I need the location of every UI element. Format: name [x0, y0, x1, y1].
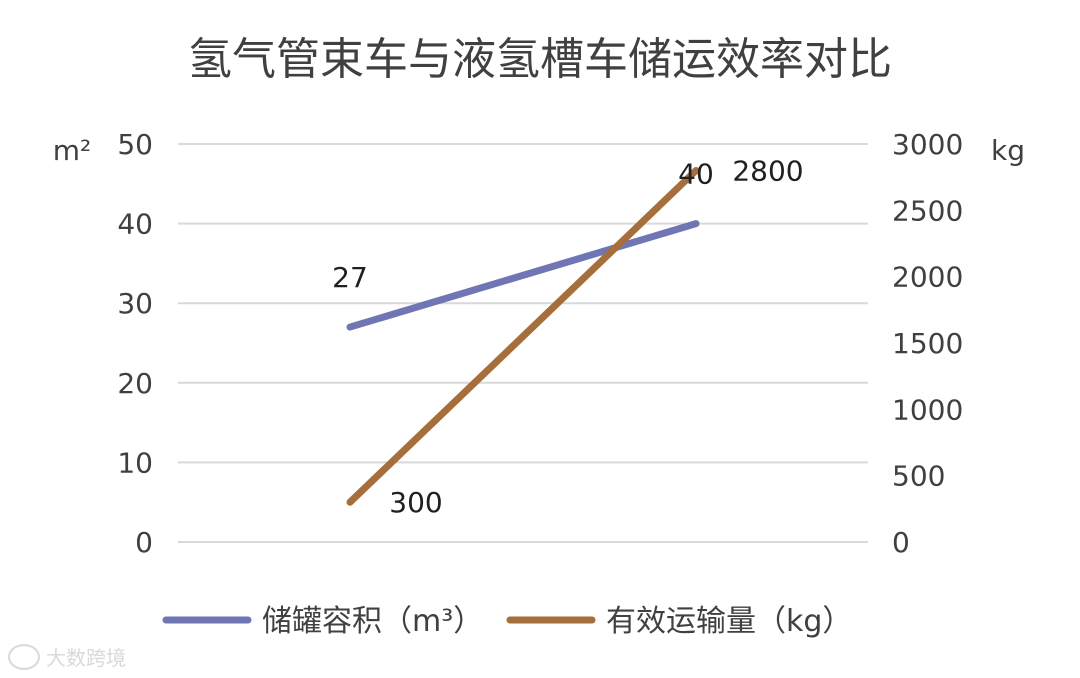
data-label: 2800: [732, 155, 803, 188]
right-tick-label: 2000: [892, 261, 963, 294]
right-tick-label: 3000: [892, 128, 963, 161]
left-tick-label: 10: [117, 446, 153, 479]
series-line-1: [346, 220, 700, 331]
series-lines: [346, 167, 700, 506]
data-label: 40: [678, 158, 714, 191]
left-tick-label: 0: [135, 526, 153, 559]
legend-label: 储罐容积（m³）: [262, 604, 483, 639]
right-tick-label: 1500: [892, 327, 963, 360]
gridlines: [178, 143, 868, 543]
data-label: 300: [389, 486, 442, 519]
series-line-2: [346, 167, 700, 506]
chart-title: 氢气管束车与液氢槽车储运效率对比: [188, 34, 892, 85]
data-label: 27: [332, 261, 368, 294]
right-tick-label: 0: [892, 526, 910, 559]
left-tick-label: 50: [117, 128, 153, 161]
right-tick-label: 1000: [892, 393, 963, 426]
watermark: 大数跨境: [8, 642, 126, 671]
legend: 储罐容积（m³） 有效运输量（kg）: [162, 604, 852, 639]
left-tick-label: 30: [117, 287, 153, 320]
right-tick-label: 2500: [892, 194, 963, 227]
left-tick-label: 20: [117, 367, 153, 400]
watermark-text: 大数跨境: [46, 646, 126, 670]
left-tick-label: 40: [117, 208, 153, 241]
legend-label: 有效运输量（kg）: [606, 604, 852, 639]
watermark-logo-icon: [8, 643, 40, 670]
data-labels: 27 40 300 2800: [332, 155, 803, 520]
right-axis-ticks: 0 500 1000 1500 2000 2500 3000: [892, 128, 963, 559]
right-axis-unit: kg: [991, 134, 1025, 167]
left-axis-unit: m²: [53, 134, 92, 167]
right-tick-label: 500: [892, 460, 945, 493]
left-axis-ticks: 0 10 20 30 40 50: [117, 128, 153, 559]
